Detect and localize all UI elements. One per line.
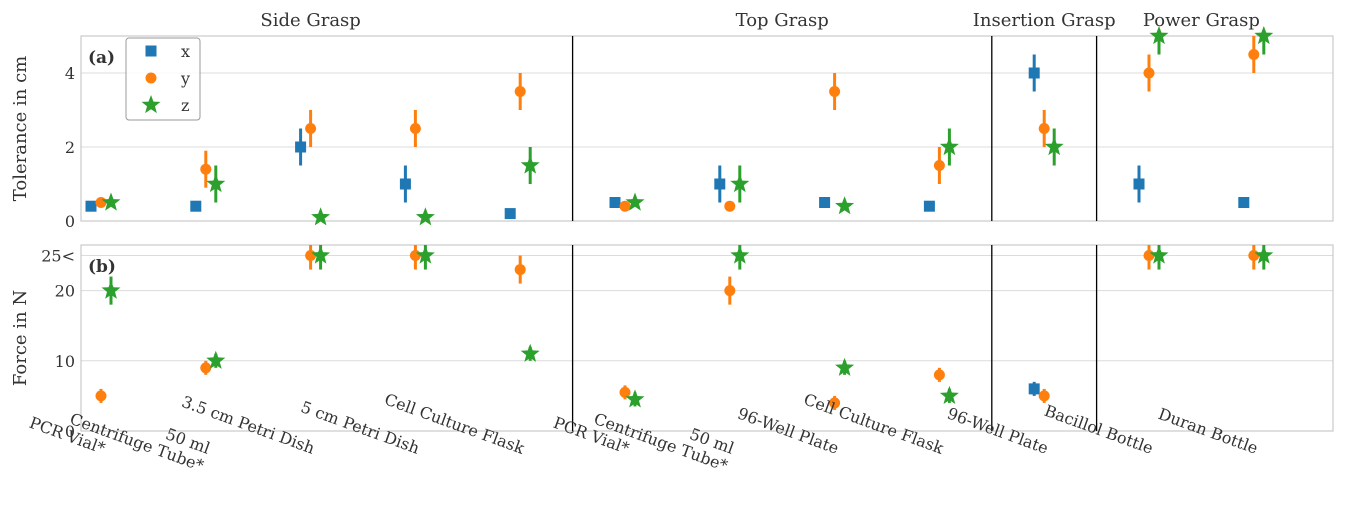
data-point-y (829, 86, 841, 97)
data-point-x (85, 200, 97, 212)
data-point-y (1143, 67, 1155, 79)
data-point-z (520, 155, 540, 174)
data-point-x (714, 178, 726, 190)
data-point-z (311, 245, 331, 264)
y-axis-label: Force in N (10, 290, 31, 386)
data-point-z (415, 207, 435, 226)
data-point-z (1149, 26, 1169, 45)
data-point-y (409, 123, 421, 134)
data-point-z (520, 343, 540, 362)
data-point-z (415, 245, 435, 264)
y-tick-label: 2 (65, 138, 75, 157)
data-point-y (514, 264, 526, 276)
plot-frame (80, 244, 1334, 432)
data-point-y (619, 386, 631, 398)
group-label: Insertion Grasp (973, 10, 1116, 31)
data-point-y (1248, 250, 1260, 262)
data-point-y (724, 285, 736, 297)
group-label: Top Grasp (736, 10, 829, 31)
data-point-z (101, 280, 121, 299)
data-point-y (95, 390, 107, 402)
legend-marker-z (141, 95, 161, 114)
y-tick-label: 20 (55, 282, 75, 301)
panel-label: (a) (88, 48, 115, 68)
data-point-y (1248, 49, 1260, 60)
data-point-y (200, 163, 212, 175)
legend-entry: z (181, 96, 189, 115)
data-point-x (295, 141, 307, 153)
data-point-y (829, 397, 841, 409)
data-point-y (933, 369, 945, 381)
data-point-z (625, 192, 645, 211)
plot-frame (80, 35, 1334, 222)
data-point-z (730, 174, 750, 193)
data-point-x (819, 197, 831, 208)
data-point-x (1133, 178, 1145, 190)
data-point-x (1028, 383, 1040, 395)
legend: xyz (125, 37, 201, 121)
data-point-z (206, 174, 226, 193)
data-point-y (514, 86, 526, 97)
y-tick-label: 0 (65, 212, 75, 231)
legend-box (125, 37, 201, 121)
data-point-y (1143, 250, 1155, 262)
data-point-y (305, 250, 317, 262)
panel-label: (b) (88, 257, 116, 277)
legend-entry: y (180, 69, 190, 88)
data-point-x (609, 197, 621, 208)
y-tick-label: 10 (55, 352, 75, 371)
data-point-x (399, 178, 411, 190)
data-point-y (200, 362, 212, 374)
data-point-z (939, 137, 959, 156)
x-tick-label: Bacillol Bottle (1042, 401, 1156, 458)
x-tick-label-line: Bacillol Bottle (1042, 401, 1156, 458)
data-point-z (101, 192, 121, 211)
y-tick-label: 0 (65, 422, 75, 441)
data-point-y (724, 200, 736, 212)
data-point-x (1238, 197, 1250, 208)
legend-marker-x (145, 45, 157, 57)
data-point-z (835, 196, 855, 215)
data-point-y (619, 200, 631, 212)
data-point-x (1028, 67, 1040, 79)
data-point-z (835, 357, 855, 376)
data-point-x (190, 200, 202, 212)
data-point-x (923, 200, 935, 212)
data-point-z (206, 350, 226, 369)
data-point-y (95, 197, 107, 208)
x-tick-label: 50 mlCentrifuge Tube* (591, 392, 736, 475)
data-point-z (730, 245, 750, 264)
legend-marker-y (145, 72, 157, 84)
group-label: Power Grasp (1143, 10, 1260, 31)
data-point-z (939, 385, 959, 404)
y-tick-label: 25< (41, 247, 75, 266)
y-tick-label: 4 (65, 64, 75, 83)
data-point-y (305, 123, 317, 134)
data-point-y (409, 250, 421, 262)
data-point-y (1038, 390, 1050, 402)
data-point-z (311, 207, 331, 226)
data-point-z (1044, 137, 1064, 156)
data-point-y (1038, 123, 1050, 134)
group-label: Side Grasp (260, 10, 360, 31)
data-point-x (504, 208, 516, 220)
data-point-z (625, 389, 645, 408)
y-axis-label: Tolerance in cm (10, 56, 31, 201)
data-point-y (933, 160, 945, 171)
data-point-z (1254, 245, 1274, 264)
legend-entry: x (181, 42, 190, 61)
data-point-z (1254, 26, 1274, 45)
data-point-z (1149, 245, 1169, 264)
